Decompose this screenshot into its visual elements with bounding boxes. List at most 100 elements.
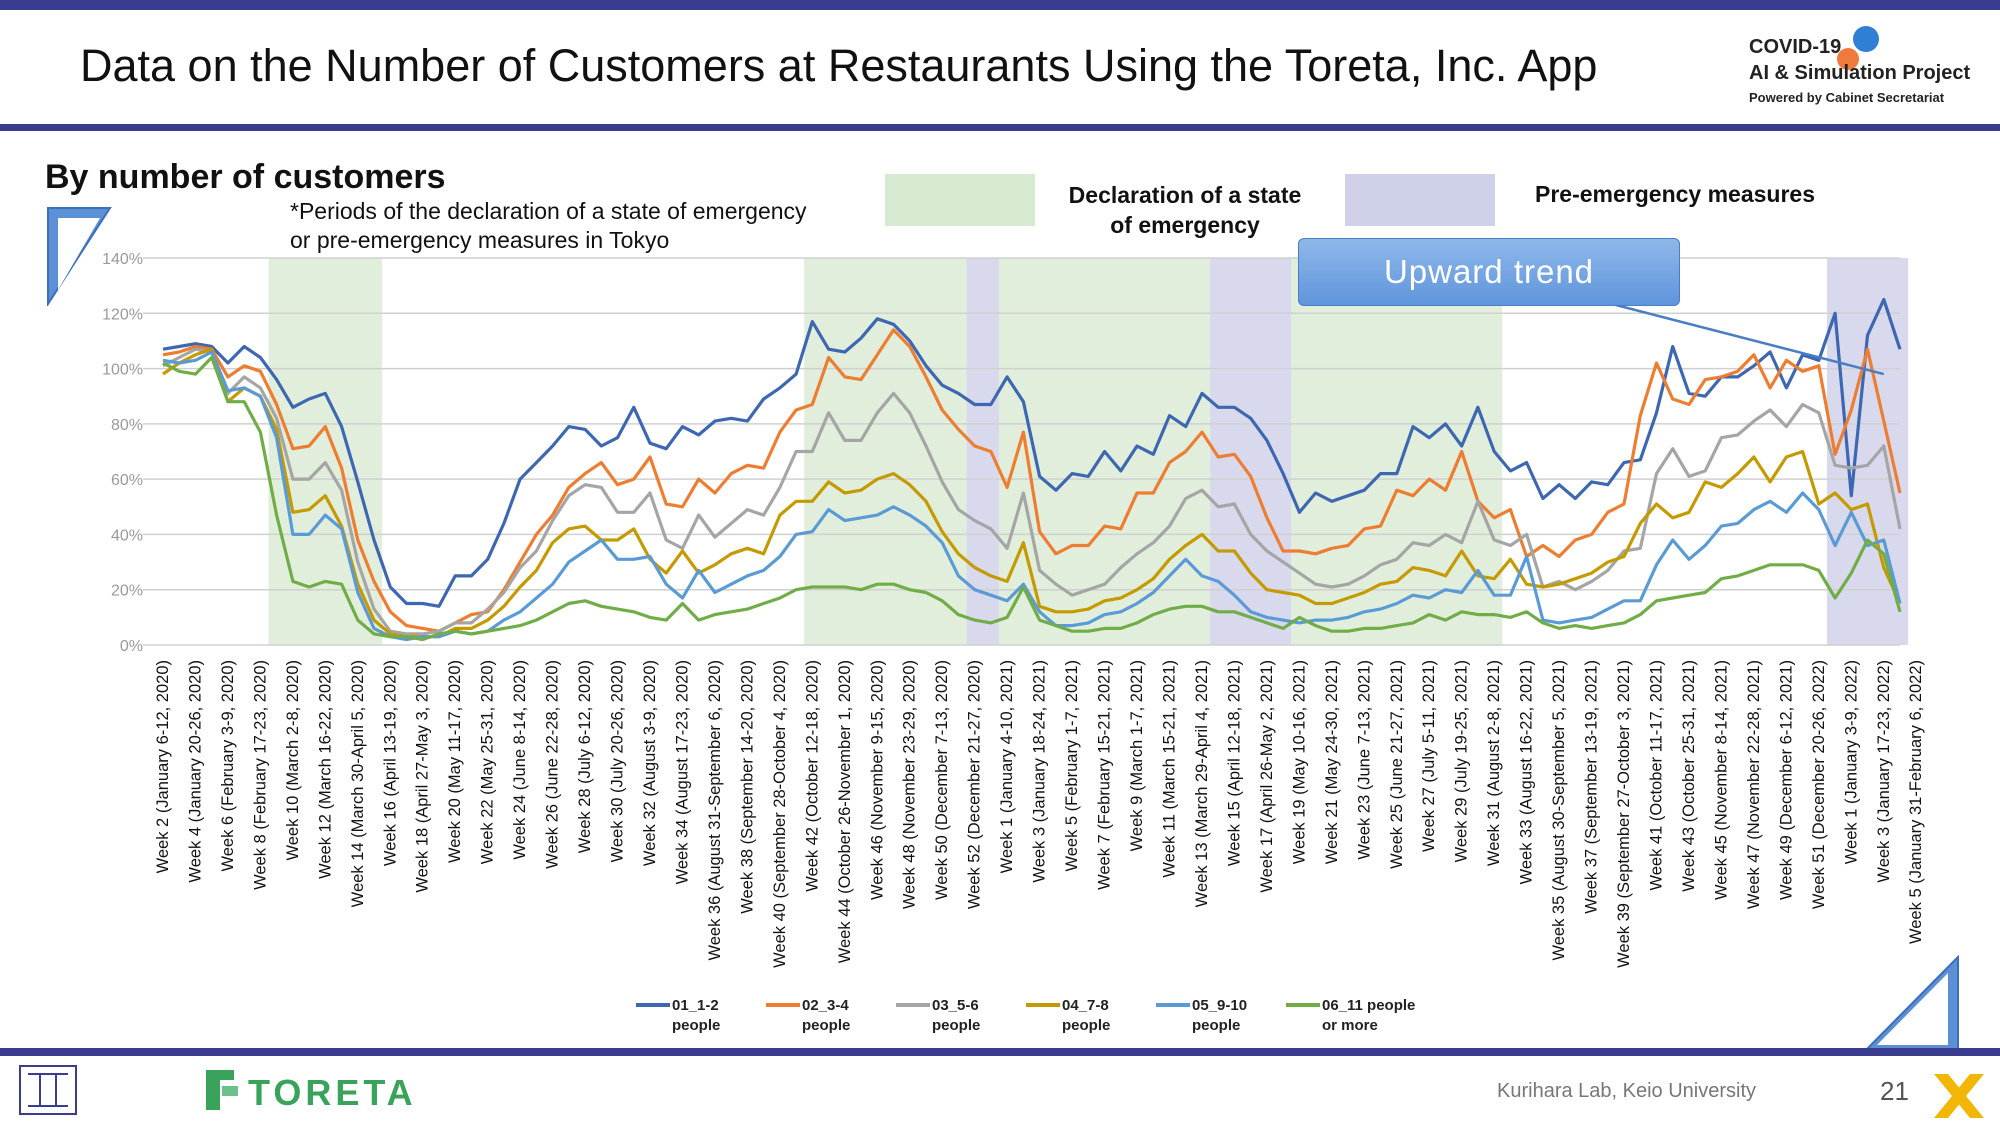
logo-line2: AI & Simulation Project	[1749, 62, 1971, 84]
x-tick-label: Week 15 (April 12-18, 2021)	[1225, 660, 1243, 866]
x-tick-label: Week 39 (September 27-October 3, 2021)	[1615, 660, 1633, 968]
legend-label-6: 06_11 people	[1322, 997, 1415, 1014]
x-tick-label: Week 42 (October 12-18, 2020)	[803, 660, 821, 892]
x-tick-label: Week 8 (February 17-23, 2020)	[251, 660, 269, 890]
legend-label-6-line2: or more	[1322, 1017, 1378, 1034]
x-tick-label: Week 52 (December 21-27, 2020)	[966, 660, 984, 909]
x-tick-label: Week 32 (August 3-9, 2020)	[641, 660, 659, 866]
logo-line1: COVID-19	[1749, 36, 1842, 58]
series-line-4	[162, 347, 1902, 639]
x-tick-label: Week 26 (June 22-28, 2020)	[544, 660, 562, 869]
period-note-line2: or pre-emergency measures in Tokyo	[290, 227, 670, 253]
pre-emergency-band-0	[966, 258, 1000, 645]
x-tick-label: Week 27 (July 5-11, 2021)	[1420, 660, 1438, 852]
right-deco-triangle-icon	[1858, 955, 1959, 1056]
legend-emergency-label: Declaration of a state of emergency	[1040, 180, 1330, 240]
keio-lab-logo-icon	[19, 1065, 77, 1115]
pre-emergency-band-1	[1210, 258, 1292, 645]
legend-label-5: 05_9-10	[1192, 997, 1247, 1014]
x-tick-label: Week 13 (March 29-April 4, 2021)	[1193, 660, 1211, 907]
x-tick-label: Week 31 (August 2-8, 2021)	[1485, 660, 1503, 866]
footer-divider	[0, 1048, 2000, 1056]
x-tick-label: Week 20 (May 11-17, 2020)	[446, 660, 464, 863]
legend-label-4-line2: people	[1062, 1017, 1110, 1034]
x-tick-label: Week 34 (August 17-23, 2020)	[673, 660, 691, 884]
legend-label-4: 04_7-8	[1062, 997, 1109, 1014]
x-tick-label: Week 22 (May 25-31, 2020)	[479, 660, 497, 864]
x-tick-label: Week 10 (March 2-8, 2020)	[284, 660, 302, 861]
legend-pre-emergency-swatch	[1345, 174, 1495, 226]
x-tick-label: Week 41 (October 11-17, 2021)	[1647, 660, 1665, 891]
x-tick-label: Week 3 (January 17-23, 2022)	[1875, 660, 1893, 883]
x-tick-label: Week 30 (July 20-26, 2020)	[609, 660, 627, 862]
series-line-6	[162, 355, 1902, 642]
x-tick-label: Week 48 (November 23-29, 2020)	[901, 660, 919, 909]
y-tick-label: 0%	[120, 638, 143, 655]
y-tick-label: 120%	[102, 306, 143, 323]
page-title: Data on the Number of Customers at Resta…	[80, 40, 1598, 91]
legend-label-2: 02_3-4	[802, 997, 849, 1014]
x-tick-label: Week 25 (June 21-27, 2021)	[1388, 660, 1406, 869]
x-tick-label: Week 21 (May 24-30, 2021)	[1323, 660, 1341, 864]
legend-label-1-line2: people	[672, 1017, 720, 1034]
x-tick-label: Week 46 (November 9-15, 2020)	[868, 660, 886, 900]
legend-emergency-swatch	[885, 174, 1035, 226]
x-tick-label: Week 11 (March 15-21, 2021)	[1160, 660, 1178, 878]
x-tick-label: Week 24 (June 8-14, 2020)	[511, 660, 529, 860]
period-note-line1: *Periods of the declaration of a state o…	[290, 198, 807, 224]
legend-pre-emergency-label: Pre-emergency measures	[1535, 181, 1815, 207]
x-tick-label: Week 37 (September 13-19, 2021)	[1583, 660, 1601, 914]
covid-ai-logo: COVID-19 AI & Simulation Project Powered…	[1745, 22, 1985, 117]
top-bar	[0, 0, 2000, 10]
x-tick-label: Week 7 (February 15-21, 2021)	[1096, 660, 1114, 890]
x-tick-label: Week 38 (September 14-20, 2020)	[738, 660, 756, 914]
x-tick-label: Week 28 (July 6-12, 2020)	[576, 660, 594, 853]
x-tick-label: Week 23 (June 7-13, 2021)	[1355, 660, 1373, 860]
x-logo-icon	[1934, 1074, 1984, 1118]
x-tick-label: Week 4 (January 20-26, 2020)	[186, 660, 204, 883]
x-tick-label: Week 35 (August 30-September 5, 2021)	[1550, 660, 1568, 961]
series-line-3	[162, 347, 1902, 636]
y-tick-label: 60%	[111, 472, 143, 489]
logo-dot-blue-icon	[1853, 26, 1879, 52]
legend-label-5-line2: people	[1192, 1017, 1240, 1034]
x-tick-label: Week 6 (February 3-9, 2020)	[219, 660, 237, 872]
y-tick-label: 80%	[111, 417, 143, 434]
x-tick-label: Week 45 (November 8-14, 2021)	[1712, 660, 1730, 900]
x-tick-label: Week 19 (May 10-16, 2021)	[1290, 660, 1308, 864]
logo-line3: Powered by Cabinet Secretariat	[1749, 90, 1945, 105]
x-tick-label: Week 5 (February 1-7, 2021)	[1063, 660, 1081, 872]
x-tick-label: Week 36 (August 31-September 6, 2020)	[706, 660, 724, 961]
y-tick-label: 100%	[102, 362, 143, 379]
x-tick-label: Week 29 (July 19-25, 2021)	[1453, 660, 1471, 862]
x-tick-label: Week 1 (January 3-9, 2022)	[1842, 660, 1860, 864]
x-tick-label: Week 5 (January 31-February 6, 2022)	[1907, 660, 1925, 944]
upward-trend-callout: Upward trend	[1298, 238, 1680, 306]
y-tick-label: 40%	[111, 527, 143, 544]
legend-emergency-line2: of emergency	[1110, 212, 1260, 238]
legend-label-2-line2: people	[802, 1017, 850, 1034]
x-tick-label: Week 44 (October 26-November 1, 2020)	[836, 660, 854, 963]
x-tick-label: Week 14 (March 30-April 5, 2020)	[349, 660, 367, 907]
x-tick-label: Week 47 (November 22-28, 2021)	[1745, 660, 1763, 909]
x-tick-label: Week 9 (March 1-7, 2021)	[1128, 660, 1146, 851]
period-note: *Periods of the declaration of a state o…	[290, 197, 880, 255]
legend-label-3-line2: people	[932, 1017, 980, 1034]
page-number: 21	[1880, 1076, 1909, 1106]
y-tick-label: 20%	[111, 583, 143, 600]
x-tick-label: Week 50 (December 7-13, 2020)	[933, 660, 951, 900]
header-divider	[0, 124, 2000, 131]
x-tick-label: Week 18 (April 27-May 3, 2020)	[414, 660, 432, 893]
toreta-logo-text: TORETA	[248, 1072, 417, 1113]
x-tick-label: Week 12 (March 16-22, 2020)	[316, 660, 334, 879]
legend-label-1: 01_1-2	[672, 997, 719, 1014]
x-tick-label: Week 51 (December 20-26, 2022)	[1810, 660, 1828, 909]
x-tick-label: Week 3 (January 18-24, 2021)	[1031, 660, 1049, 883]
left-deco-triangle-icon	[47, 207, 112, 306]
toreta-mark-icon	[206, 1070, 238, 1110]
chart-subtitle: By number of customers	[45, 158, 446, 196]
footer-lab-credit: Kurihara Lab, Keio University	[1497, 1080, 1757, 1102]
x-tick-label: Week 1 (January 4-10, 2021)	[998, 660, 1016, 873]
x-tick-label: Week 2 (January 6-12, 2020)	[154, 660, 172, 873]
